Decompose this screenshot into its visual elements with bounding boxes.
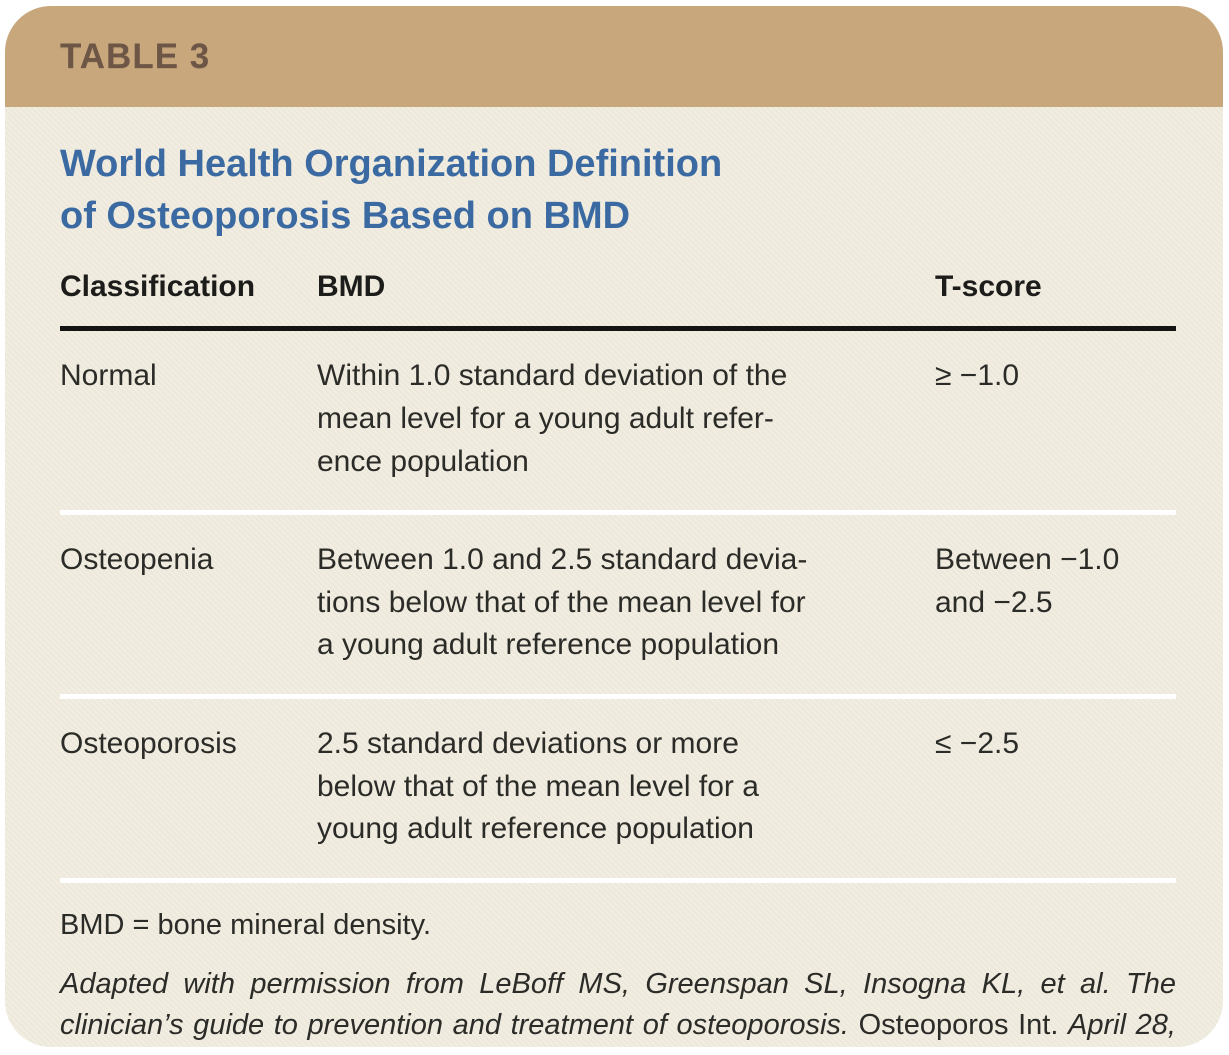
abbreviation-note: BMD = bone mineral density.	[60, 908, 431, 941]
table-body-rows: Normal Within 1.0 standard deviation of …	[60, 328, 1176, 883]
citation-journal-name: Osteoporos Int.	[858, 1008, 1059, 1041]
table-title: World Health Organization Definition of …	[60, 143, 723, 237]
citation-text-before-journal: Adapted with permission from LeBoff MS, …	[60, 967, 1176, 1041]
table-row-osteopenia: Osteopenia Between 1.0 and 2.5 standard …	[60, 512, 1176, 699]
cell-bmd-description: Within 1.0 standard deviation of the mea…	[317, 328, 935, 516]
cell-bmd-description: 2.5 standard deviations or more below th…	[317, 696, 935, 883]
column-header-tscore: T-score	[935, 270, 1176, 332]
cell-tscore-value: ≥ −1.0	[935, 328, 1176, 516]
table-number: TABLE 3	[60, 36, 211, 76]
citation: Adapted with permission from LeBoff MS, …	[60, 964, 1176, 1047]
definition-table: Classification BMD T-score Normal Within…	[60, 270, 1176, 883]
table-content-area: World Health Organization Definition of …	[5, 139, 1223, 1047]
table-card: TABLE 3 World Health Organization Defini…	[5, 6, 1223, 1047]
citation-text-after-journal: April 28, 2022. Accessed May 25, 2022. h…	[1068, 1008, 1176, 1041]
cell-bmd-description: Between 1.0 and 2.5 standard devia- tion…	[317, 512, 935, 699]
cell-tscore-value: Between −1.0 and −2.5	[935, 512, 1176, 699]
column-header-classification: Classification	[60, 270, 317, 332]
table-row-normal: Normal Within 1.0 standard deviation of …	[60, 328, 1176, 516]
cell-classification: Osteopenia	[60, 512, 317, 699]
table-head: Classification BMD T-score	[60, 270, 1176, 332]
cell-tscore-value: ≤ −2.5	[935, 696, 1176, 883]
table-number-band: TABLE 3	[5, 6, 1223, 107]
header-row: Classification BMD T-score	[60, 270, 1176, 332]
column-header-bmd: BMD	[317, 270, 935, 332]
cell-classification: Normal	[60, 328, 317, 516]
cell-classification: Osteoporosis	[60, 696, 317, 883]
table-row-osteoporosis: Osteoporosis 2.5 standard deviations or …	[60, 696, 1176, 883]
